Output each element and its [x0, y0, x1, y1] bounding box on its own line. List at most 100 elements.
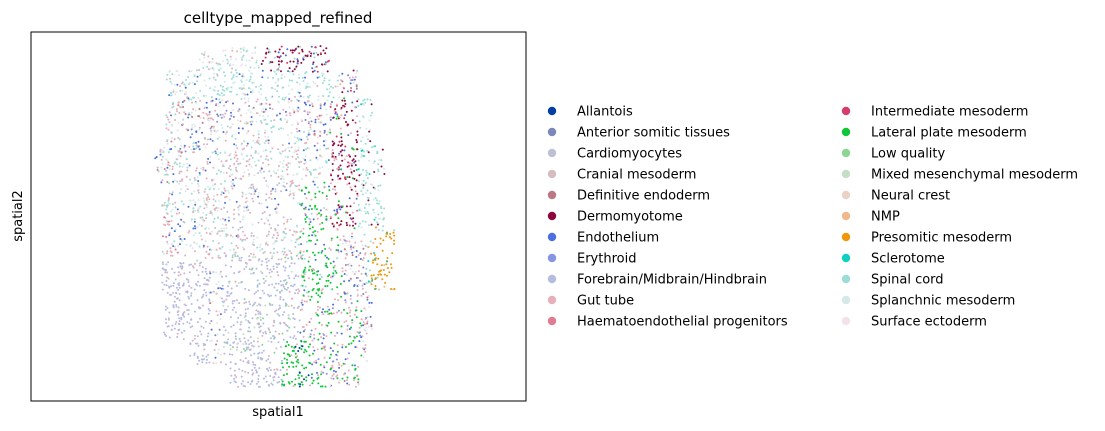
data-point [270, 257, 273, 260]
data-point [297, 106, 300, 109]
data-point [302, 250, 305, 253]
data-point [357, 159, 360, 162]
data-point [380, 165, 383, 168]
data-point [297, 99, 300, 102]
data-point [305, 167, 308, 169]
data-point [181, 118, 184, 121]
data-point [361, 136, 364, 139]
data-point [241, 63, 244, 66]
legend-item: Endothelium [547, 231, 659, 246]
data-point [335, 249, 338, 252]
data-point [362, 116, 365, 119]
data-point [293, 262, 296, 265]
data-point [285, 283, 287, 286]
data-point [301, 48, 304, 51]
data-point [362, 186, 365, 189]
data-point [353, 202, 356, 205]
data-point [203, 143, 205, 146]
data-point [195, 144, 198, 147]
data-point [361, 287, 364, 290]
data-point [240, 382, 243, 385]
data-point [345, 249, 348, 252]
data-point [325, 160, 327, 163]
data-point [242, 238, 245, 241]
data-point [201, 61, 204, 64]
data-point [212, 204, 215, 207]
data-point [357, 254, 360, 257]
data-point [347, 161, 350, 164]
data-point [184, 113, 187, 115]
data-point [265, 332, 267, 335]
data-point [226, 88, 228, 91]
data-point [264, 258, 267, 261]
data-point [188, 264, 191, 266]
data-point [277, 224, 279, 227]
data-point [229, 168, 232, 171]
data-point [336, 79, 339, 82]
data-point [164, 305, 167, 308]
data-point [298, 95, 301, 98]
data-point [378, 158, 381, 161]
data-point [350, 342, 353, 345]
data-point [367, 325, 370, 328]
data-point [320, 370, 323, 373]
data-point [297, 146, 300, 149]
data-point [249, 303, 251, 306]
data-point [339, 223, 342, 226]
data-point [331, 169, 334, 172]
data-point [282, 253, 285, 256]
data-point [269, 150, 272, 153]
data-point [226, 210, 229, 213]
data-point [327, 279, 330, 282]
data-point [273, 319, 276, 322]
data-point [338, 366, 341, 369]
data-point [249, 348, 252, 351]
data-point [302, 80, 305, 82]
data-point [380, 211, 383, 214]
data-point [181, 82, 183, 85]
data-point [257, 221, 260, 224]
data-point [334, 298, 337, 301]
data-point [251, 373, 254, 376]
data-point [351, 211, 354, 214]
data-point [318, 172, 321, 175]
data-point [312, 169, 315, 172]
data-point [256, 141, 259, 144]
data-point [197, 344, 200, 347]
data-point [305, 323, 308, 326]
data-point [221, 275, 224, 278]
data-point [197, 185, 200, 188]
data-point [363, 206, 366, 209]
legend-marker [841, 211, 851, 221]
data-point [207, 227, 210, 230]
data-point [186, 162, 189, 165]
data-point [240, 259, 242, 262]
data-point [194, 232, 197, 234]
data-point [345, 155, 348, 158]
data-point [217, 187, 220, 190]
data-point [363, 283, 366, 286]
data-point [348, 306, 350, 309]
data-point [252, 89, 254, 92]
data-point [220, 183, 223, 185]
data-point [318, 167, 321, 169]
data-point [285, 96, 288, 98]
x-axis-label: spatial1 [252, 405, 304, 420]
data-point [351, 251, 354, 254]
data-point [383, 264, 386, 267]
data-point [301, 189, 303, 192]
data-point [175, 286, 178, 289]
data-point [361, 149, 364, 152]
data-point [217, 242, 220, 245]
data-point [246, 205, 249, 208]
data-point [163, 216, 166, 219]
data-point [305, 216, 308, 219]
data-point [300, 138, 303, 141]
data-point [282, 175, 285, 178]
data-point [235, 348, 238, 351]
data-point [209, 233, 212, 236]
data-point [281, 98, 284, 101]
data-point [262, 170, 265, 173]
data-point [161, 204, 164, 207]
data-point [240, 375, 243, 378]
